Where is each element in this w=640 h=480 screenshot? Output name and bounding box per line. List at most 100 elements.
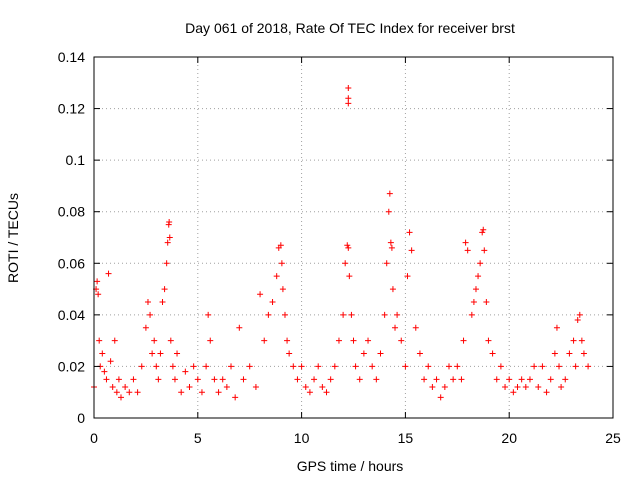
- data-point: [163, 260, 170, 267]
- data-point: [207, 337, 214, 344]
- data-point: [458, 376, 465, 383]
- data-point: [236, 324, 243, 331]
- data-point: [472, 286, 479, 293]
- data-point: [454, 363, 461, 370]
- data-point: [194, 376, 201, 383]
- y-tick-label: 0.04: [58, 307, 85, 323]
- data-point: [232, 394, 239, 401]
- data-point: [373, 376, 380, 383]
- data-point: [147, 311, 154, 318]
- data-point: [483, 298, 490, 305]
- data-point: [518, 376, 525, 383]
- data-point: [169, 363, 176, 370]
- data-point: [386, 190, 393, 197]
- data-point: [578, 337, 585, 344]
- data-point: [412, 324, 419, 331]
- data-point: [570, 337, 577, 344]
- data-point: [345, 84, 352, 91]
- data-point: [190, 363, 197, 370]
- data-point: [103, 376, 110, 383]
- data-point: [433, 376, 440, 383]
- data-point: [365, 337, 372, 344]
- data-point: [340, 311, 347, 318]
- data-point: [531, 363, 538, 370]
- data-point: [450, 376, 457, 383]
- data-point: [425, 363, 432, 370]
- x-tick-label: 5: [194, 430, 202, 446]
- data-point: [278, 260, 285, 267]
- data-point: [144, 298, 151, 305]
- data-point: [126, 389, 133, 396]
- data-point: [387, 239, 394, 246]
- data-point: [211, 376, 218, 383]
- data-point: [389, 286, 396, 293]
- data-point: [566, 350, 573, 357]
- data-point: [352, 363, 359, 370]
- data-point: [572, 363, 579, 370]
- data-point: [392, 324, 399, 331]
- data-point: [547, 376, 554, 383]
- data-point: [269, 298, 276, 305]
- data-point: [107, 358, 114, 365]
- data-point: [562, 376, 569, 383]
- data-points: [91, 84, 592, 401]
- y-tick-label: 0.14: [58, 49, 85, 65]
- data-point: [257, 291, 264, 298]
- data-point: [526, 376, 533, 383]
- data-point: [279, 286, 286, 293]
- data-point: [149, 350, 156, 357]
- chart-title: Day 061 of 2018, Rate Of TEC Index for r…: [185, 20, 515, 36]
- data-point: [398, 337, 405, 344]
- y-axis-label: ROTI / TECUs: [5, 193, 21, 283]
- data-point: [290, 363, 297, 370]
- data-point: [460, 337, 467, 344]
- data-point: [166, 234, 173, 241]
- data-point: [94, 278, 101, 285]
- data-point: [186, 384, 193, 391]
- data-point: [539, 363, 546, 370]
- data-point: [441, 384, 448, 391]
- data-point: [219, 376, 226, 383]
- data-point: [99, 350, 106, 357]
- x-tick-label: 15: [398, 430, 414, 446]
- data-point: [574, 317, 581, 324]
- y-tick-label: 0.08: [58, 204, 85, 220]
- data-point: [421, 376, 428, 383]
- data-point: [246, 363, 253, 370]
- data-point: [345, 244, 352, 251]
- data-point: [115, 376, 122, 383]
- data-point: [356, 376, 363, 383]
- data-point: [166, 219, 173, 226]
- data-point: [408, 247, 415, 254]
- data-point: [585, 363, 592, 370]
- y-tick-label: 0.02: [58, 358, 85, 374]
- data-point: [157, 350, 164, 357]
- data-point: [576, 311, 583, 318]
- data-point: [178, 389, 185, 396]
- grid-lines: [94, 57, 613, 418]
- data-point: [240, 376, 247, 383]
- data-point: [105, 270, 112, 277]
- data-point: [497, 363, 504, 370]
- data-point: [553, 324, 560, 331]
- data-point: [223, 384, 230, 391]
- data-point: [138, 363, 145, 370]
- x-tick-label: 0: [90, 430, 98, 446]
- data-point: [153, 363, 160, 370]
- data-point: [479, 229, 486, 236]
- data-point: [323, 389, 330, 396]
- data-point: [385, 208, 392, 215]
- data-point: [480, 226, 487, 233]
- data-point: [394, 311, 401, 318]
- data-point: [470, 298, 477, 305]
- data-point: [167, 337, 174, 344]
- data-point: [345, 95, 352, 102]
- data-point: [130, 376, 137, 383]
- data-point: [464, 247, 471, 254]
- data-point: [265, 311, 272, 318]
- data-point: [551, 350, 558, 357]
- data-point: [345, 100, 352, 107]
- data-point: [203, 363, 210, 370]
- x-tick-label: 20: [501, 430, 517, 446]
